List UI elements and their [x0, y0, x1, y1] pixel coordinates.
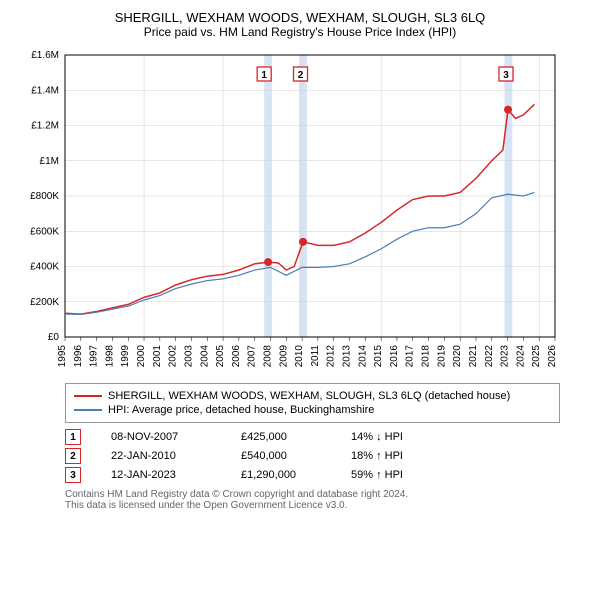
transaction-date: 12-JAN-2023	[111, 469, 211, 481]
y-tick-label: £200K	[30, 297, 59, 308]
footer-attribution: Contains HM Land Registry data © Crown c…	[65, 489, 560, 511]
x-tick-label: 2008	[262, 345, 273, 368]
legend-text: HPI: Average price, detached house, Buck…	[108, 404, 374, 416]
marker-label: 3	[503, 70, 509, 81]
marker-label: 2	[298, 70, 304, 81]
x-tick-label: 2004	[199, 345, 210, 368]
x-tick-label: 1999	[120, 345, 131, 368]
x-tick-label: 1998	[104, 345, 115, 368]
y-tick-label: £1.6M	[31, 50, 59, 61]
x-tick-label: 2015	[373, 345, 384, 368]
x-tick-label: 2007	[247, 345, 258, 368]
x-tick-label: 2024	[515, 345, 526, 368]
transaction-diff: 14% ↓ HPI	[351, 431, 431, 443]
x-tick-label: 2021	[468, 345, 479, 368]
x-tick-label: 2003	[183, 345, 194, 368]
legend-row: HPI: Average price, detached house, Buck…	[74, 404, 551, 416]
x-tick-label: 2018	[421, 345, 432, 368]
x-tick-label: 2023	[500, 345, 511, 368]
transaction-price: £425,000	[241, 431, 321, 443]
x-tick-label: 2000	[136, 345, 147, 368]
chart-title: SHERGILL, WEXHAM WOODS, WEXHAM, SLOUGH, …	[10, 10, 590, 25]
y-tick-label: £1.4M	[31, 85, 59, 96]
transaction-price: £540,000	[241, 450, 321, 462]
transaction-date: 08-NOV-2007	[111, 431, 211, 443]
transaction-marker: 2	[65, 448, 81, 464]
transaction-marker: 1	[65, 429, 81, 445]
x-tick-label: 2017	[405, 345, 416, 368]
transaction-diff: 59% ↑ HPI	[351, 469, 431, 481]
marker-dot	[264, 258, 272, 266]
transaction-price: £1,290,000	[241, 469, 321, 481]
transaction-row: 1 08-NOV-2007 £425,000 14% ↓ HPI	[65, 429, 560, 445]
x-tick-label: 2016	[389, 345, 400, 368]
transaction-diff: 18% ↑ HPI	[351, 450, 431, 462]
x-tick-label: 2026	[547, 345, 558, 368]
y-tick-label: £600K	[30, 226, 59, 237]
legend-row: SHERGILL, WEXHAM WOODS, WEXHAM, SLOUGH, …	[74, 390, 551, 402]
x-tick-label: 2006	[231, 345, 242, 368]
x-tick-label: 2022	[484, 345, 495, 368]
y-tick-label: £400K	[30, 262, 59, 273]
x-tick-label: 2019	[436, 345, 447, 368]
x-tick-label: 2001	[152, 345, 163, 368]
marker-label: 1	[261, 70, 267, 81]
footer-line-2: This data is licensed under the Open Gov…	[65, 500, 560, 511]
legend-swatch	[74, 409, 102, 411]
line-chart: £0 £200K £400K £600K £800K £1M £1.2M £1.4M £1.6M…	[10, 47, 570, 377]
transactions-table: 1 08-NOV-2007 £425,000 14% ↓ HPI 2 22-JAN-201…	[65, 429, 560, 483]
y-tick-label: £1.2M	[31, 121, 59, 132]
footer-line-1: Contains HM Land Registry data © Crown c…	[65, 489, 560, 500]
x-tick-label: 2011	[310, 345, 321, 367]
marker-dot	[299, 238, 307, 246]
x-tick-label: 2010	[294, 345, 305, 368]
x-tick-label: 1997	[89, 345, 100, 368]
y-tick-label: £1M	[40, 156, 59, 167]
x-tick-label: 2020	[452, 345, 463, 368]
transaction-row: 3 12-JAN-2023 £1,290,000 59% ↑ HPI	[65, 467, 560, 483]
x-tick-label: 1996	[73, 345, 84, 368]
legend-swatch	[74, 395, 102, 397]
transaction-row: 2 22-JAN-2010 £540,000 18% ↑ HPI	[65, 448, 560, 464]
transaction-marker: 3	[65, 467, 81, 483]
transaction-date: 22-JAN-2010	[111, 450, 211, 462]
x-tick-label: 2012	[326, 345, 337, 368]
x-tick-label: 2014	[357, 345, 368, 368]
marker-dot	[504, 106, 512, 114]
x-tick-label: 2025	[531, 345, 542, 368]
chart-subtitle: Price paid vs. HM Land Registry's House …	[10, 25, 590, 39]
y-tick-label: £800K	[30, 191, 59, 202]
x-tick-label: 1995	[57, 345, 68, 368]
x-tick-label: 2002	[168, 345, 179, 368]
legend-text: SHERGILL, WEXHAM WOODS, WEXHAM, SLOUGH, …	[108, 390, 510, 402]
y-tick-label: £0	[48, 332, 60, 343]
chart-area: £0 £200K £400K £600K £800K £1M £1.2M £1.4M £1.6M…	[10, 47, 590, 377]
x-tick-label: 2009	[278, 345, 289, 368]
x-tick-label: 2005	[215, 345, 226, 368]
legend: SHERGILL, WEXHAM WOODS, WEXHAM, SLOUGH, …	[65, 383, 560, 423]
x-tick-label: 2013	[342, 345, 353, 368]
